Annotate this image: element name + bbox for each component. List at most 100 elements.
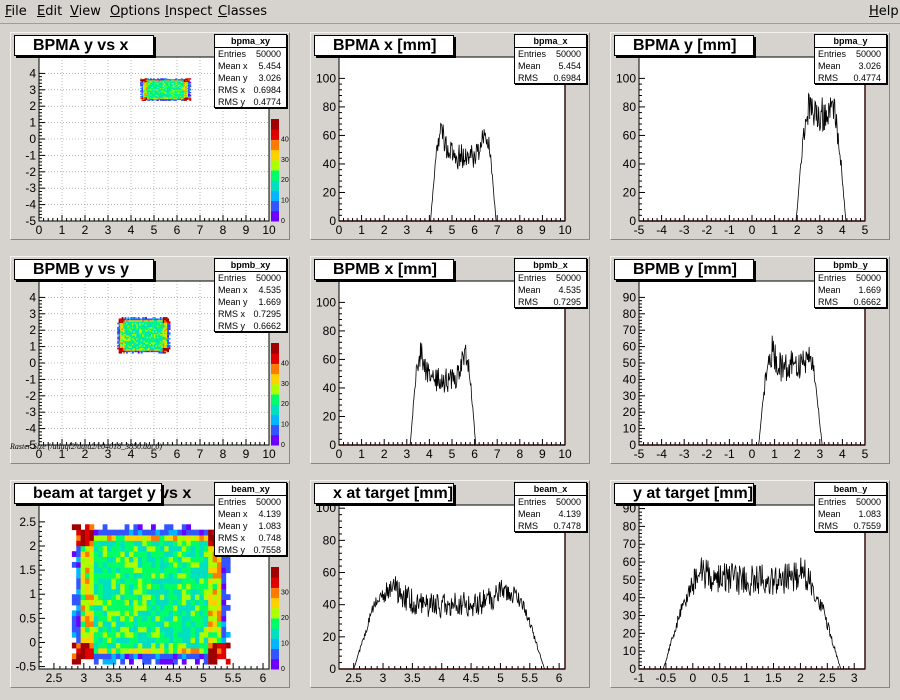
- heat-cell: [168, 567, 174, 574]
- x-tick-label: -2: [701, 223, 712, 237]
- menu-view[interactable]: View: [70, 4, 101, 19]
- heat-cell: [140, 93, 143, 95]
- heat-cell: [147, 84, 150, 86]
- heat-cell: [161, 96, 164, 98]
- menu-options[interactable]: Options: [110, 4, 161, 19]
- pad-beam_xy[interactable]: 0 10 20 30 2.5 3 3.5 4 4.5 5 5.5 6 -0.5 0 0.5 1 1.5 2 2.5 b…: [10, 480, 290, 688]
- heat-cell: [133, 329, 136, 332]
- heat-cell: [181, 556, 187, 563]
- heat-cell: [186, 540, 191, 547]
- pad-bpmb_xy[interactable]: 0 10 20 30 40 0 1 2 3 4 5 6 7 8 9 10 -5 -4 -3 -2 -1 0 1 2 3 4 BPMB…: [10, 256, 290, 464]
- heat-cell: [199, 642, 205, 649]
- heat-cell: [152, 85, 155, 87]
- heat-cell: [173, 642, 178, 649]
- heat-cell: [152, 335, 155, 337]
- heat-cell: [182, 86, 185, 89]
- heat-cell: [130, 333, 133, 336]
- heat-cell: [150, 91, 152, 94]
- heat-cell: [147, 89, 150, 91]
- stats-row: RMS 0.7478: [515, 520, 586, 532]
- heat-cell: [162, 340, 165, 343]
- pad-bpma_y[interactable]: -5 -4 -3 -2 -1 0 1 2 3 4 5 0 20 40 60 80 100 BPMA y [mm] b…: [610, 32, 890, 240]
- y-tick-label: 40: [323, 157, 337, 171]
- heat-cell: [167, 321, 170, 324]
- heat-cell: [154, 95, 157, 97]
- heat-cell: [173, 653, 178, 660]
- heat-cell: [89, 578, 95, 584]
- heat-cell: [185, 88, 187, 90]
- heat-cell: [155, 81, 158, 83]
- heat-cell: [172, 94, 175, 96]
- pad-bpma_xy[interactable]: 0 10 20 30 40 0 1 2 3 4 5 6 7 8 9 10 -5 -4 -3 -2 -1 0 1 2 3 4 BPMA…: [10, 32, 290, 240]
- heat-cell: [123, 343, 125, 346]
- heat-cell: [142, 529, 148, 536]
- heat-cell: [185, 79, 187, 81]
- heat-cell: [165, 346, 168, 349]
- heat-cell: [134, 350, 137, 353]
- heat-cell: [123, 340, 125, 343]
- heat-cell: [136, 319, 139, 322]
- stats-key: Entries: [818, 497, 847, 507]
- menu-inspect[interactable]: Inspect: [165, 4, 213, 19]
- heat-cell: [80, 626, 86, 633]
- heat-cell: [221, 588, 227, 595]
- heat-cell: [150, 89, 152, 91]
- color-scale-band: [271, 200, 279, 212]
- heat-cell: [111, 653, 117, 660]
- heat-cell: [167, 332, 170, 335]
- heat-cell: [121, 330, 124, 333]
- y-tick-label: 100: [316, 501, 336, 515]
- heat-cell: [121, 336, 124, 339]
- heat-cell: [146, 326, 149, 329]
- menu-classes[interactable]: Classes: [218, 4, 267, 19]
- heat-cell: [181, 653, 187, 660]
- menu-help[interactable]: Help: [869, 4, 899, 19]
- heat-cell: [221, 594, 227, 601]
- heat-cell: [194, 578, 200, 584]
- heat-cell: [128, 343, 131, 346]
- x-tick-label: -0.5: [656, 671, 677, 685]
- heat-cell: [186, 524, 191, 531]
- heat-cell: [111, 535, 117, 541]
- y-tick-label: 20: [323, 185, 337, 199]
- menu-file[interactable]: File: [5, 4, 27, 19]
- heat-cell: [155, 583, 161, 590]
- heat-cell: [76, 524, 82, 531]
- heat-cell: [178, 91, 180, 93]
- heat-cell: [120, 540, 126, 547]
- heat-cell: [208, 556, 213, 563]
- heat-cell: [131, 321, 134, 324]
- heat-cell: [150, 94, 152, 96]
- heat-cell: [142, 621, 148, 627]
- heat-cell: [76, 545, 82, 552]
- heat-cell: [159, 92, 162, 95]
- pad-bpmb_x[interactable]: 0 1 2 3 4 5 6 7 8 9 10 0 20 40 60 80 100 BPMB x [mm] bpmb_…: [310, 256, 590, 464]
- menu-edit[interactable]: Edit: [37, 4, 63, 19]
- heat-cell: [145, 329, 147, 332]
- pad-beam_y[interactable]: -1 -0.5 0 0.5 1 1.5 2 2.5 3 0 10 20 30 40 50 60 70 80 90 y …: [610, 480, 890, 688]
- heat-cell: [118, 319, 121, 322]
- heat-cell: [199, 621, 205, 627]
- heat-cell: [127, 347, 130, 350]
- heat-cell: [183, 79, 186, 81]
- heat-cell: [141, 94, 144, 96]
- heat-cell: [102, 637, 108, 644]
- heat-cell: [168, 324, 171, 326]
- pad-beam_x[interactable]: 2.5 3 3.5 4 4.5 5 5.5 6 0 20 40 60 80 100 x at target …: [310, 480, 590, 688]
- heat-cell: [111, 594, 117, 601]
- heat-cell: [150, 340, 153, 343]
- pad-bpma_x[interactable]: 0 1 2 3 4 5 6 7 8 9 10 0 20 40 60 80 100 BPMA x [mm] bpma_…: [310, 32, 590, 240]
- heat-cell: [124, 344, 127, 347]
- heat-cell: [148, 322, 150, 325]
- heat-cell: [159, 86, 162, 89]
- heat-cell: [208, 594, 213, 601]
- heat-cell: [152, 90, 155, 92]
- pad-bpmb_y[interactable]: -5 -4 -3 -2 -1 0 1 2 3 4 5 0 10 20 30 40 50 60 70 80 90 BPMB …: [610, 256, 890, 464]
- stats-key: RMS: [818, 73, 838, 83]
- heat-cell: [131, 324, 134, 326]
- heat-cell: [115, 535, 121, 541]
- heat-cell: [169, 93, 172, 95]
- x-tick-label: -1: [634, 671, 645, 685]
- heat-cell: [154, 82, 157, 84]
- ticks: [338, 77, 566, 222]
